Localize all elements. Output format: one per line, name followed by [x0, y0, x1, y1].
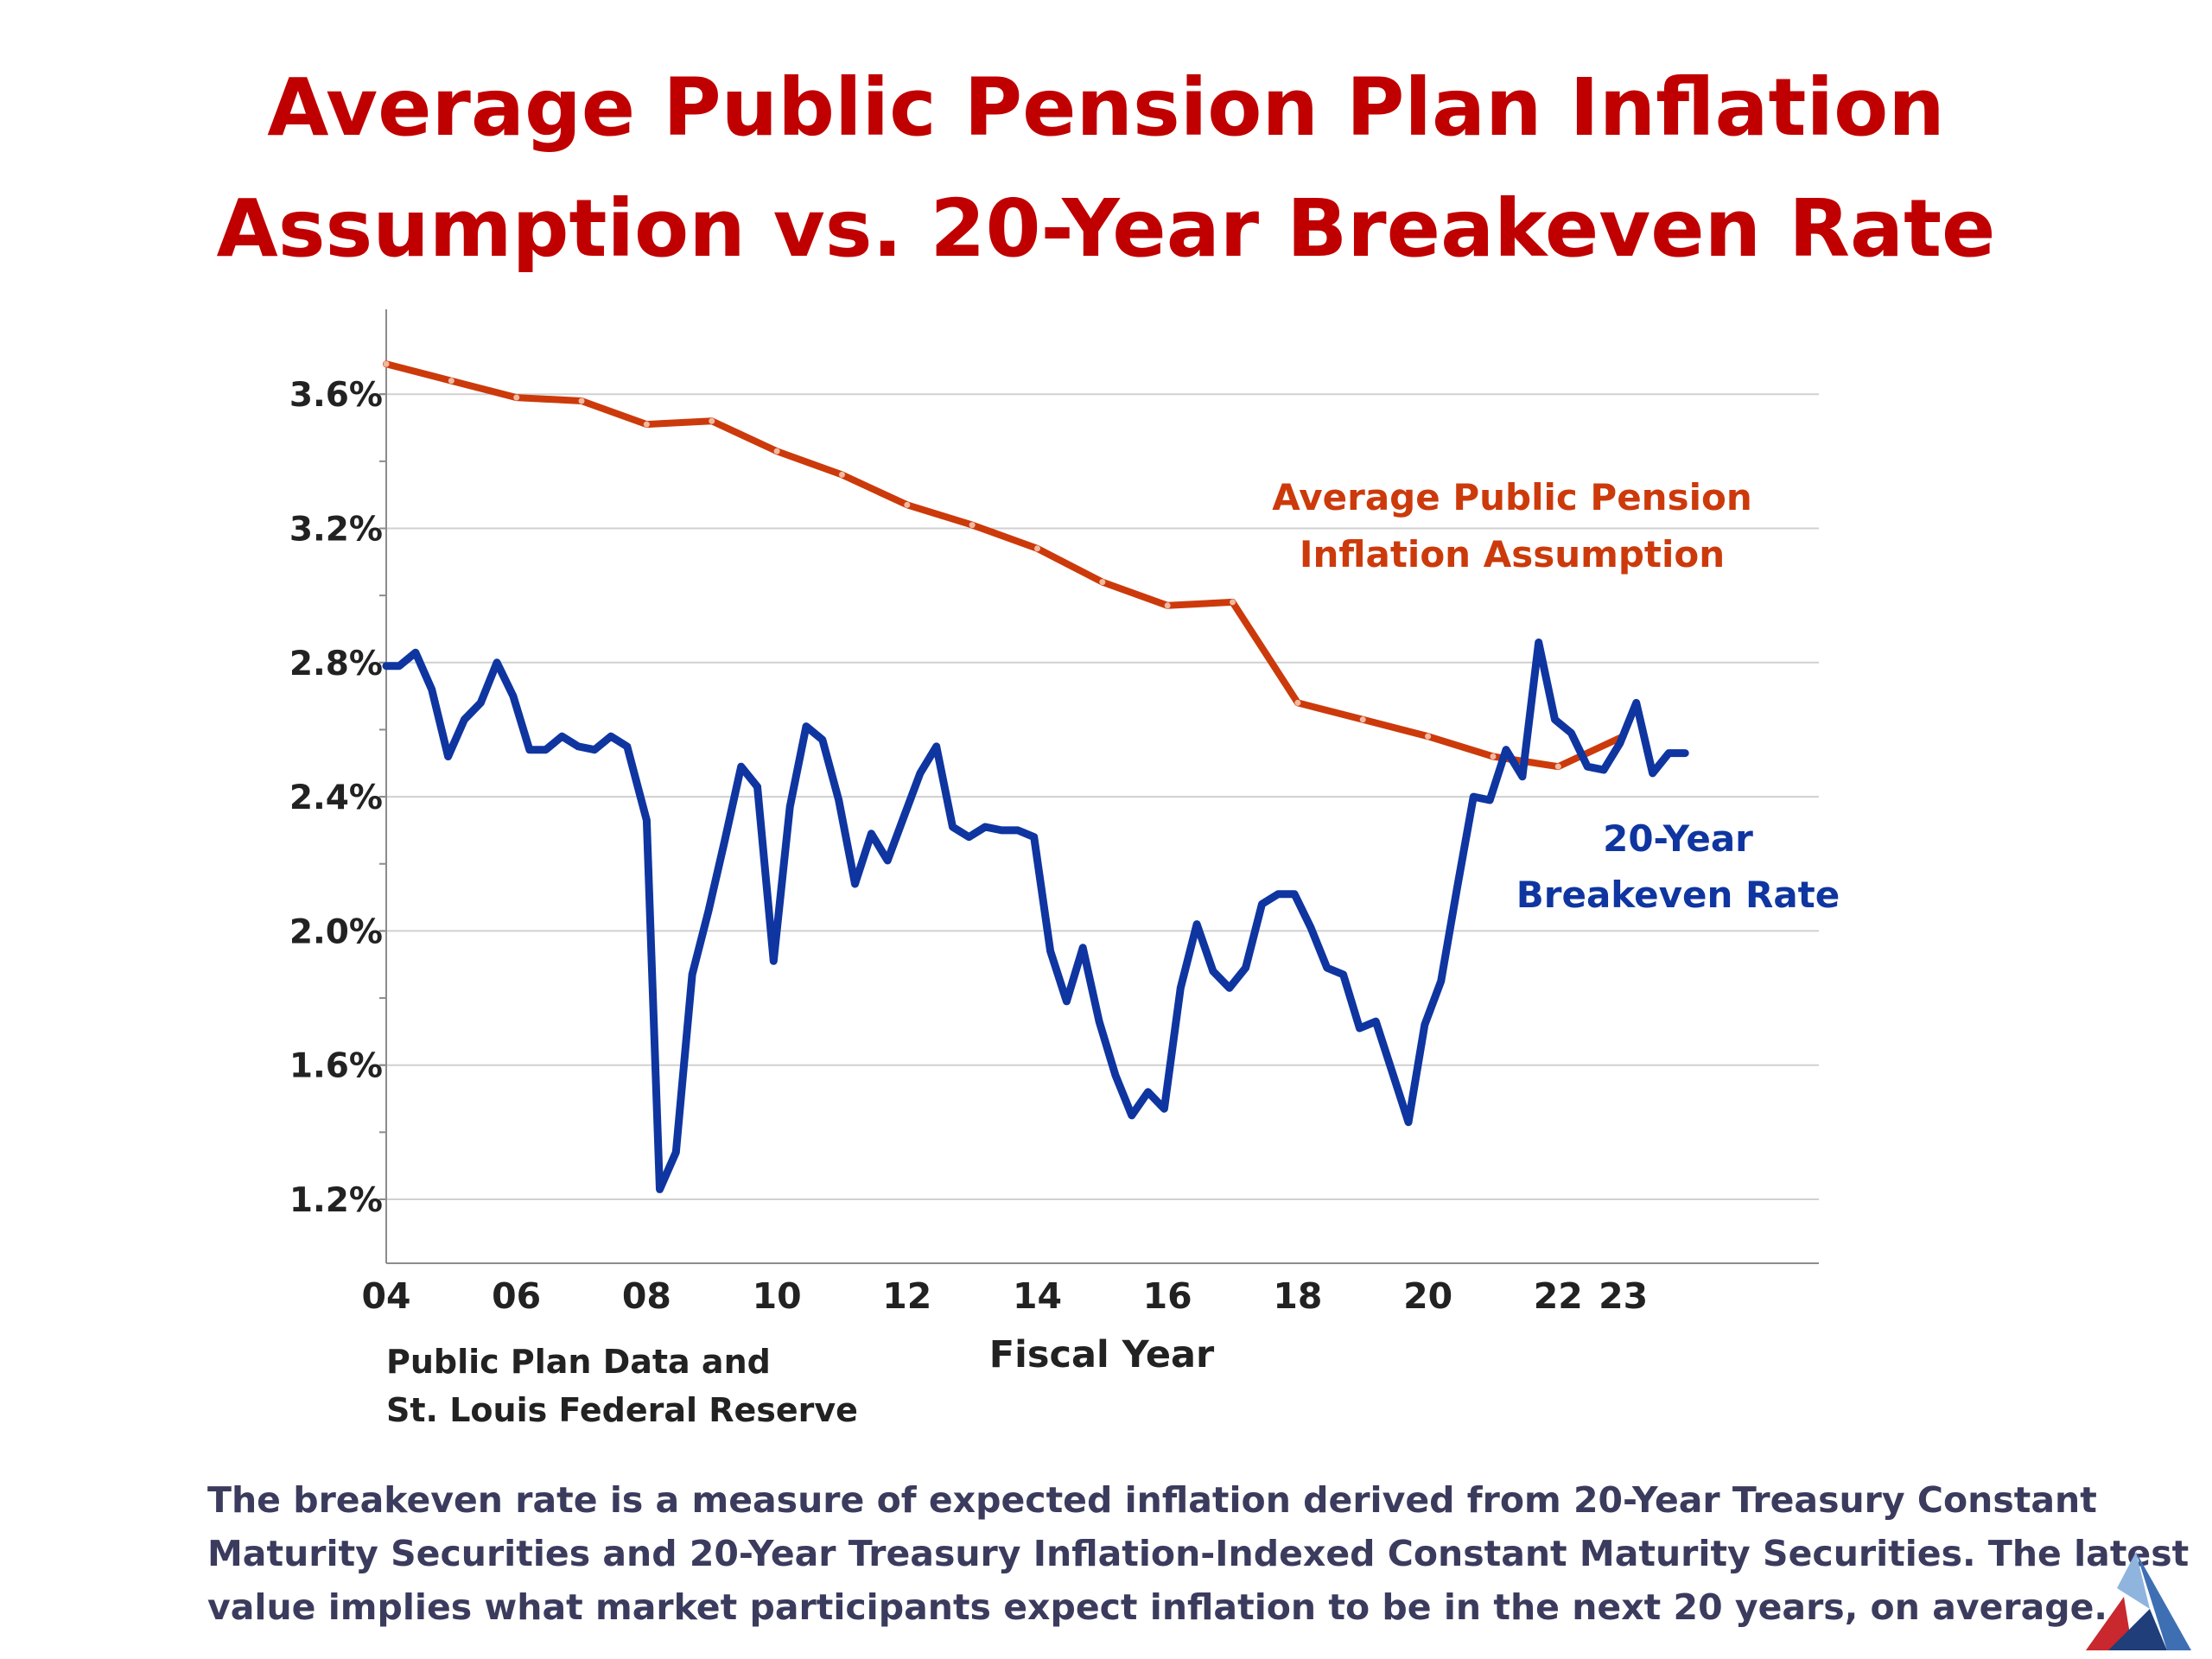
series-point-pension: [1099, 579, 1106, 586]
y-tick-label: 1.2%: [289, 1181, 383, 1220]
y-tick-label: 1.6%: [289, 1047, 383, 1086]
source-note: Public Plan Data and St. Louis Federal R…: [386, 1338, 858, 1434]
x-tick-label: 06: [492, 1275, 541, 1317]
x-tick-label: 04: [361, 1275, 410, 1317]
x-tick-label: 22: [1534, 1275, 1583, 1317]
y-tick-label: 3.2%: [289, 511, 383, 550]
triangle-logo-icon: [2086, 1552, 2191, 1650]
source-line-1: Public Plan Data and: [386, 1343, 771, 1381]
series-point-pension: [1294, 699, 1301, 706]
series-point-pension: [1359, 716, 1366, 723]
x-tick-label: 18: [1273, 1275, 1322, 1317]
series-point-pension: [709, 417, 715, 424]
footnote: The breakeven rate is a measure of expec…: [207, 1473, 2190, 1634]
series-line-breakeven: [382, 639, 1689, 1193]
x-tick-label: 08: [622, 1275, 671, 1317]
y-tick-label: 2.8%: [289, 645, 383, 683]
series-point-pension: [383, 360, 390, 367]
y-tick-label: 3.6%: [289, 376, 383, 415]
footnote-line-3: value implies what market participants e…: [207, 1586, 2108, 1628]
x-tick-label: 16: [1143, 1275, 1192, 1317]
series-label-breakeven: 20-Year: [1603, 817, 1753, 860]
x-axis-title: Fiscal Year: [989, 1333, 1215, 1376]
series-point-pension: [773, 448, 780, 454]
chart-title-line-1: Average Public Pension Plan Inflation: [267, 61, 1945, 154]
x-tick-label: 14: [1013, 1275, 1062, 1317]
series-label-breakeven: Breakeven Rate: [1516, 874, 1840, 916]
chart-title: Average Public Pension Plan Inflation As…: [0, 48, 2212, 289]
series-point-pension: [448, 378, 454, 385]
series-line-pension: [383, 360, 1627, 771]
series-point-pension: [1164, 602, 1171, 609]
y-tick-label: 2.4%: [289, 779, 383, 817]
y-tick-label: 2.0%: [289, 912, 383, 951]
footnote-line-1: The breakeven rate is a measure of expec…: [207, 1479, 2097, 1521]
series-point-pension: [578, 397, 585, 404]
series-point-pension: [904, 501, 911, 508]
series-point-pension: [838, 471, 845, 478]
x-tick-label: 23: [1599, 1275, 1648, 1317]
series-point-pension: [1425, 733, 1432, 740]
series-point-pension: [969, 522, 976, 529]
series-point-pension: [643, 421, 650, 428]
series-label-pension: Inflation Assumption: [1300, 533, 1725, 575]
series-point-pension: [1034, 545, 1040, 552]
chart-title-line-2: Assumption vs. 20-Year Breakeven Rate: [216, 182, 1996, 275]
series-point-pension: [1554, 763, 1561, 770]
x-tick-label: 12: [882, 1275, 931, 1317]
series-point-pension: [1490, 753, 1497, 760]
source-line-2: St. Louis Federal Reserve: [386, 1391, 858, 1429]
x-tick-label: 20: [1403, 1275, 1452, 1317]
footnote-line-2: Maturity Securities and 20-Year Treasury…: [207, 1533, 2190, 1574]
x-tick-label: 10: [753, 1275, 802, 1317]
series-label-pension: Average Public Pension: [1272, 476, 1751, 518]
series-point-pension: [1230, 599, 1236, 606]
series-point-pension: [513, 394, 520, 401]
